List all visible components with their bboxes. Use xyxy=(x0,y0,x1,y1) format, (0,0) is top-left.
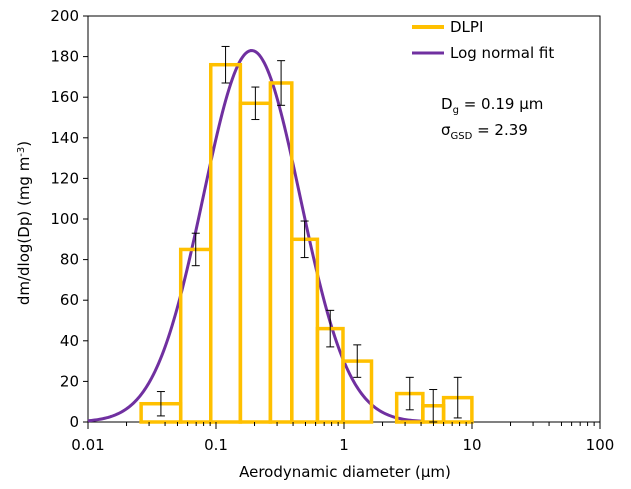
annotation-dg-rest: = 0.19 µm xyxy=(459,95,543,113)
error-bar xyxy=(353,344,362,378)
annotations: Dg = 0.19 µm σGSD = 2.39 xyxy=(441,95,543,142)
y-tick-label: 60 xyxy=(60,291,79,309)
lognormal-fit-line xyxy=(87,49,424,423)
y-tick-label: 180 xyxy=(50,48,79,66)
y-tick-label: 100 xyxy=(50,210,79,228)
annotation-dg-main: D xyxy=(441,95,453,113)
y-tick-label: 0 xyxy=(69,413,79,431)
x-tick-label: 0.01 xyxy=(71,436,104,454)
y-tick-label: 140 xyxy=(50,129,79,147)
annotation-dg: Dg = 0.19 µm xyxy=(441,95,543,116)
error-bar xyxy=(453,376,462,419)
annotation-dg-sub: g xyxy=(453,105,459,116)
y-axis-title: dm/dlog(Dp) (mg m-3) xyxy=(15,141,33,305)
y-tick-label: 200 xyxy=(50,7,79,25)
legend-label-lognormal: Log normal fit xyxy=(450,44,554,62)
error-bar xyxy=(156,391,165,417)
legend-label-dlpi: DLPI xyxy=(450,18,483,36)
x-axis-title: Aerodynamic diameter (µm) xyxy=(239,463,451,481)
error-bar xyxy=(221,45,230,84)
dlpi-bar xyxy=(290,237,320,424)
plot-area xyxy=(87,15,601,424)
error-bars xyxy=(156,45,462,423)
y-tick-label: 20 xyxy=(60,372,79,390)
histogram-bars xyxy=(139,62,474,424)
y-tick-label: 80 xyxy=(60,251,79,269)
x-tick-label: 0.1 xyxy=(204,436,228,454)
error-bar xyxy=(191,232,200,267)
x-tick-label: 1 xyxy=(339,436,349,454)
annotation-gsd-rest: = 2.39 xyxy=(472,121,528,139)
x-tick-label: 100 xyxy=(586,436,615,454)
annotation-gsd-sub: GSD xyxy=(451,131,473,142)
dlpi-bar xyxy=(268,81,294,424)
y-axis: 0 20 40 60 80 100 120 140 160 180 200 xyxy=(50,7,88,431)
x-tick-label: 10 xyxy=(462,436,481,454)
error-bar xyxy=(251,86,260,121)
error-bar xyxy=(300,220,309,259)
y-tick-label: 160 xyxy=(50,88,79,106)
legend: DLPI Log normal fit xyxy=(412,18,554,62)
fit-curve-layer xyxy=(87,49,424,423)
x-axis: 0.01 0.1 1 10 100 xyxy=(71,422,614,454)
dlpi-bar xyxy=(238,101,273,424)
dlpi-bar xyxy=(209,62,243,424)
y-axis-title-superscript: -3 xyxy=(16,147,27,157)
error-bar xyxy=(277,60,286,106)
annotation-gsd-main: σ xyxy=(441,121,451,139)
y-axis-title-suffix: ) xyxy=(15,141,33,147)
annotation-gsd: σGSD = 2.39 xyxy=(441,121,528,142)
y-tick-label: 40 xyxy=(60,332,79,350)
y-axis-title-prefix: dm/dlog(Dp) (mg m xyxy=(15,157,33,305)
error-bar xyxy=(405,376,414,411)
y-tick-label: 120 xyxy=(50,169,79,187)
error-bar xyxy=(326,309,335,348)
